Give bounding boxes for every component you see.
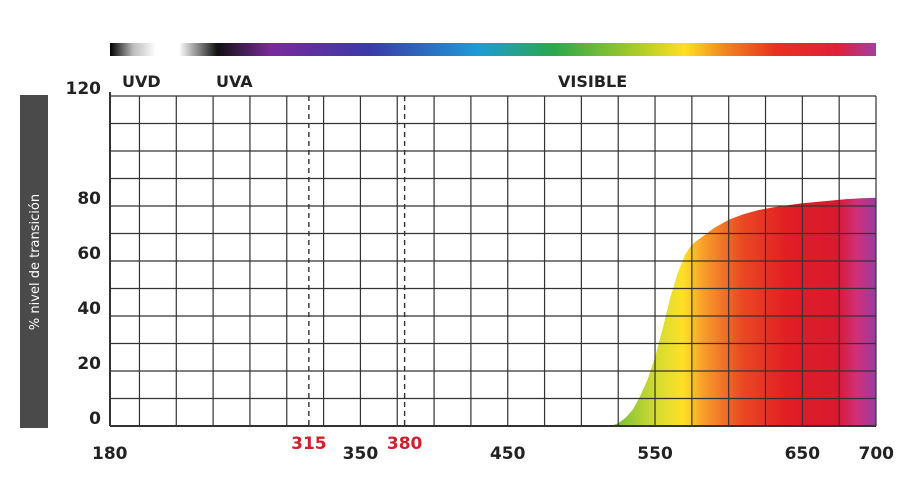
x-tick-label-550: 550	[637, 444, 673, 464]
x-tick-label-315: 315	[291, 434, 327, 454]
y-axis-label-band	[20, 95, 48, 428]
y-tick-label-60: 60	[77, 244, 101, 264]
region-label-uvd: UVD	[122, 72, 161, 91]
x-tick-label-180: 180	[92, 444, 128, 464]
region-label-uva: UVA	[216, 72, 253, 91]
y-tick-label-20: 20	[77, 354, 101, 374]
y-tick-label-0: 0	[89, 409, 101, 429]
grid	[109, 92, 877, 427]
x-tick-label-380: 380	[387, 434, 423, 454]
x-tick-label-650: 650	[785, 444, 821, 464]
y-tick-label-80: 80	[77, 189, 101, 209]
tick-labels: 0 20 40 60 80 120 180 350 450 550 650 700 315 380	[66, 79, 895, 464]
region-label-visible: VISIBLE	[558, 72, 627, 91]
x-tick-label-450: 450	[490, 444, 526, 464]
x-tick-label-350: 350	[343, 444, 379, 464]
y-tick-label-120: 120	[66, 79, 102, 99]
x-tick-label-700: 700	[859, 444, 895, 464]
spectrum-bar	[110, 43, 876, 56]
y-tick-label-40: 40	[77, 299, 101, 319]
transmission-curve	[110, 197, 876, 426]
y-axis-label: % nivel de transición	[28, 194, 43, 330]
